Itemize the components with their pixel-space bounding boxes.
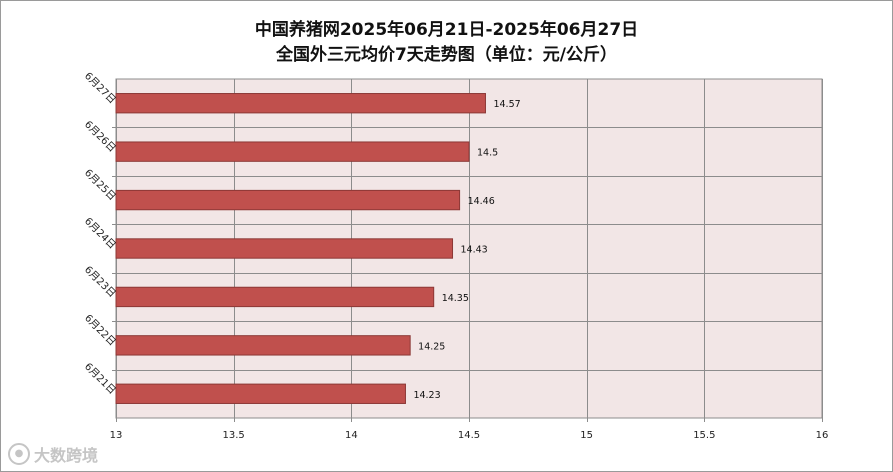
bars	[115, 93, 486, 404]
category-label: 6月23日	[82, 264, 118, 300]
x-tick-label: 13.5	[223, 430, 245, 441]
bar	[115, 335, 411, 356]
chart-title-block: 中国养猪网2025年06月21日-2025年06月27日 全国外三元均价7天走势…	[0, 18, 893, 68]
bar	[115, 141, 470, 162]
chart-title: 中国养猪网2025年06月21日-2025年06月27日	[254, 20, 639, 40]
x-tick-label: 13	[110, 430, 123, 441]
data-label: 14.25	[418, 341, 445, 352]
category-label: 6月24日	[82, 215, 118, 251]
category-label: 6月27日	[82, 70, 118, 106]
data-label: 14.5	[477, 148, 498, 159]
chart-subtitle: 全国外三元均价7天走势图（单位：元/公斤）	[275, 45, 618, 65]
watermark-logo-icon: ●	[8, 443, 30, 465]
category-label: 6月22日	[82, 312, 118, 348]
bar	[115, 286, 435, 308]
bar	[115, 238, 454, 259]
bar	[115, 93, 486, 114]
x-tick-label: 14.5	[458, 430, 480, 441]
x-axis-ticks: 13 13.5 14 14.5 15 15.5 16	[110, 430, 829, 441]
data-labels: 14.57 14.5 14.46 14.43 14.35 14.25 14.23	[413, 99, 520, 401]
bar	[115, 189, 461, 211]
category-label: 6月21日	[82, 361, 118, 397]
watermark-text: 大数跨境	[34, 446, 99, 465]
data-label: 14.57	[493, 99, 520, 110]
bar	[115, 383, 406, 404]
watermark: ● 大数跨境	[8, 442, 98, 466]
data-label: 14.23	[413, 390, 440, 401]
data-label: 14.35	[442, 293, 469, 304]
x-tick-label: 16	[816, 430, 829, 441]
data-label: 14.43	[461, 245, 488, 256]
category-labels: 6月27日 6月26日 6月25日 6月24日 6月23日 6月22日 6月21日	[82, 70, 118, 397]
x-tick-label: 14	[345, 430, 358, 441]
x-tick-label: 15	[580, 430, 593, 441]
x-tick-label: 15.5	[693, 430, 715, 441]
category-label: 6月25日	[82, 167, 118, 203]
data-label: 14.46	[468, 196, 495, 207]
category-label: 6月26日	[82, 118, 118, 154]
